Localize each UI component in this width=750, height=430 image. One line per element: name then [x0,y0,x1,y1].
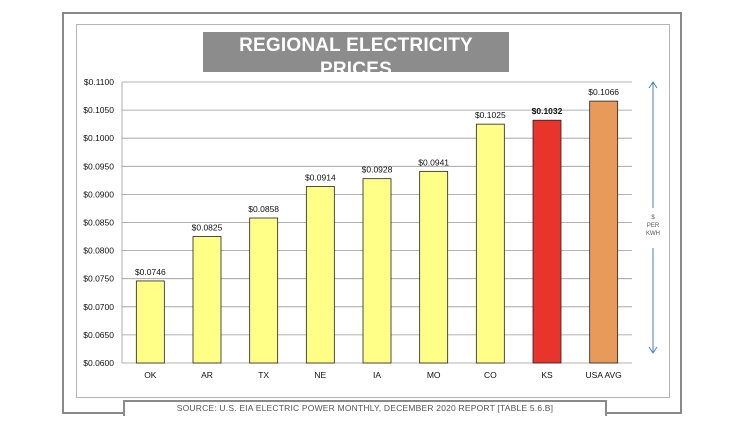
bar [192,236,222,364]
bar-value-label: $0.0928 [362,165,393,175]
x-tick-label: KS [541,370,553,380]
chart-subtitle: ALL SECTORS - RESIDENTIAL, COMMERCIAL, I… [222,83,490,90]
bar [532,119,562,364]
bar-value-label: $0.0914 [305,173,336,183]
y-tick-label: $0.0600 [83,358,114,368]
x-tick-label: CO [484,370,497,380]
x-tick-label: MO [427,370,441,380]
chart-title-box: REGIONAL ELECTRICITY PRICES ALL SECTORS … [203,32,509,90]
y-unit-line: KWH [646,231,660,237]
x-tick-label: OK [144,370,157,380]
unit-arrow [648,81,658,354]
y-tick-label: $0.0800 [83,246,114,256]
chart-title: REGIONAL ELECTRICITY PRICES [239,35,473,80]
bar [419,170,449,364]
bar-value-label: $0.0746 [135,267,166,277]
y-unit-label: $ PER KWH [638,214,668,238]
y-unit-line: $ [651,215,655,221]
y-tick-label: $0.0850 [83,218,114,228]
bar-value-label: $0.1032 [532,106,563,116]
y-tick-label: $0.0650 [83,330,114,340]
bar [589,100,619,364]
bar [249,217,279,364]
y-tick-label: $0.1000 [83,133,114,143]
bar-value-label: $0.0825 [192,223,223,233]
y-tick-label: $0.0900 [83,189,114,199]
bar [135,280,165,364]
bar-value-label: $0.0858 [248,204,279,214]
y-tick-label: $0.0750 [83,274,114,284]
bar [305,186,335,364]
y-unit-line: PER [646,223,660,229]
x-tick-label: AR [201,370,213,380]
x-tick-label: USA AVG [586,370,622,380]
bar-value-label: $0.1066 [588,87,619,97]
x-tick-label: IA [373,370,381,380]
y-tick-label: $0.0950 [83,161,114,171]
bar-value-label: $0.0941 [418,157,449,167]
y-tick-label: $0.1050 [83,105,114,115]
bar [362,178,392,364]
x-tick-label: TX [258,370,269,380]
y-tick-label: $0.0700 [83,302,114,312]
arrow-head-icon [648,81,658,89]
y-tick-label: $0.1100 [84,77,114,87]
x-tick-label: NE [314,370,326,380]
data-labels: $0.0746 $0.0825 $0.0858 $0.0914 $0.0928 $0.09… [135,87,619,277]
bars [135,100,619,364]
bar [475,123,505,364]
y-axis-ticks: $0.0600 $0.0650 $0.0700 $0.0750 $0.0800 $0.08… [83,77,114,368]
arrow-head-icon [648,346,658,354]
source-note: SOURCE: U.S. EIA ELECTRIC POWER MONTHLY,… [123,400,607,416]
x-axis-ticks: OK AR TX NE IA MO CO KS USA AVG [144,370,622,380]
bar-value-label: $0.1025 [475,110,506,120]
